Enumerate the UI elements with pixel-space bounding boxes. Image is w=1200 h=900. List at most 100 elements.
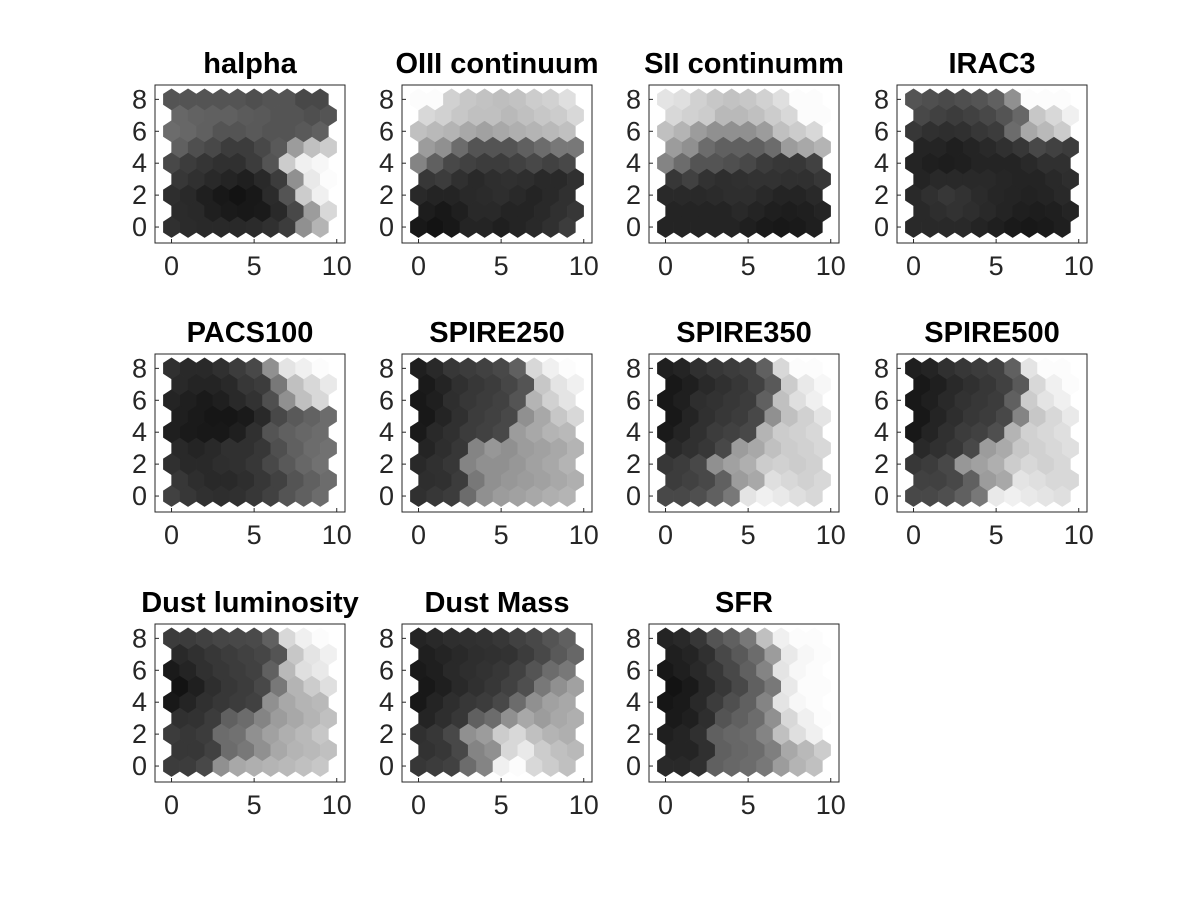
hex-cell [171,675,189,698]
hex-cell [789,421,807,444]
hex-cell [500,707,518,730]
hex-cell [459,152,477,175]
hex-cell [426,152,444,175]
hex-cell [756,421,774,444]
hex-cell [245,485,263,507]
hex-cell [714,707,732,730]
hex-cell [756,485,774,507]
hex-cell [542,659,560,682]
x-tick-label: 0 [164,520,179,550]
y-tick-label: 8 [626,84,641,114]
hex-cell [245,184,263,207]
hex-cell [673,421,691,444]
hex-cell [525,723,543,746]
hex-cell [938,421,955,444]
hex-cell [690,152,707,175]
x-tick-label: 0 [411,790,426,820]
hex-cell [204,675,222,698]
hex-cell [962,373,980,396]
hex-cell [698,136,716,159]
hex-cell [805,659,823,682]
hex-cell [739,216,757,238]
hex-cell [517,707,535,730]
hex-cell [163,659,180,682]
hex-cell [673,184,691,207]
x-tick-label: 5 [989,520,1004,550]
hex-cell [673,755,691,777]
hex-cell [509,659,527,682]
y-tick-label: 4 [874,148,889,178]
hex-cell [747,136,765,159]
hex-cell [295,755,313,777]
hex-cell [426,421,444,444]
hex-cell [657,659,674,682]
hex-cell [567,675,584,698]
hex-cell [534,104,551,127]
hex-cell [492,152,510,175]
hex-cell [179,389,197,412]
hex-cell [253,469,271,491]
hex-cell [278,184,296,207]
hex-cell [550,437,568,460]
hex-cell [723,755,741,777]
hex-cell [739,389,757,412]
hex-cell [509,88,527,111]
hex-cell [500,373,518,396]
hex-cell [426,88,444,111]
hex-cell [921,184,939,207]
hex-cell [253,643,271,666]
hex-cell [171,136,189,159]
hex-cell [698,405,716,428]
hex-cell [971,357,989,380]
hex-cell [706,421,724,444]
hex-cell [262,659,280,682]
hex-cell [534,675,551,698]
hex-cell [434,373,452,396]
hex-cell [204,200,222,222]
hex-cell [270,675,288,698]
hex-cell [921,152,939,175]
x-tick-label: 10 [569,251,599,281]
panel-title: IRAC3 [948,48,1035,80]
panel-title: SII continumm [644,48,844,80]
hex-cell [311,627,329,650]
y-tick-label: 2 [132,180,147,210]
hex-cell [509,691,527,714]
hex-cell [320,707,337,730]
hex-cell [747,643,765,666]
hex-cell [706,723,724,746]
hex-cell [171,405,189,428]
hex-cell [245,120,263,143]
hex-cell [270,707,288,730]
hex-cell [665,168,683,191]
hex-cell [534,136,551,159]
hex-cell [1012,200,1030,222]
hex-cell [303,373,321,396]
hex-cell [698,739,716,761]
hex-cell [163,389,180,412]
hex-cell [311,453,329,476]
hex-cell [954,357,972,380]
y-tick-label: 6 [132,385,147,415]
hex-cell [467,739,485,761]
hex-cell [905,88,922,111]
hex-cell [253,373,271,396]
hex-cell [287,437,304,460]
hex-cell [270,136,288,159]
hex-cell [467,437,485,460]
hex-cell [756,184,774,207]
hex-cell [253,675,271,698]
hex-cell [534,469,551,491]
hex-cell [443,485,460,507]
hex-cell [747,437,765,460]
hex-cell [451,739,469,761]
hex-cell [772,88,790,111]
hex-cell [476,120,494,143]
hex-cell [1045,437,1063,460]
hex-cell [287,373,304,396]
hex-cell [731,168,749,191]
hex-cell [418,643,436,666]
hex-cell [723,691,741,714]
hex-cell [1053,421,1071,444]
hex-cell [196,421,213,444]
